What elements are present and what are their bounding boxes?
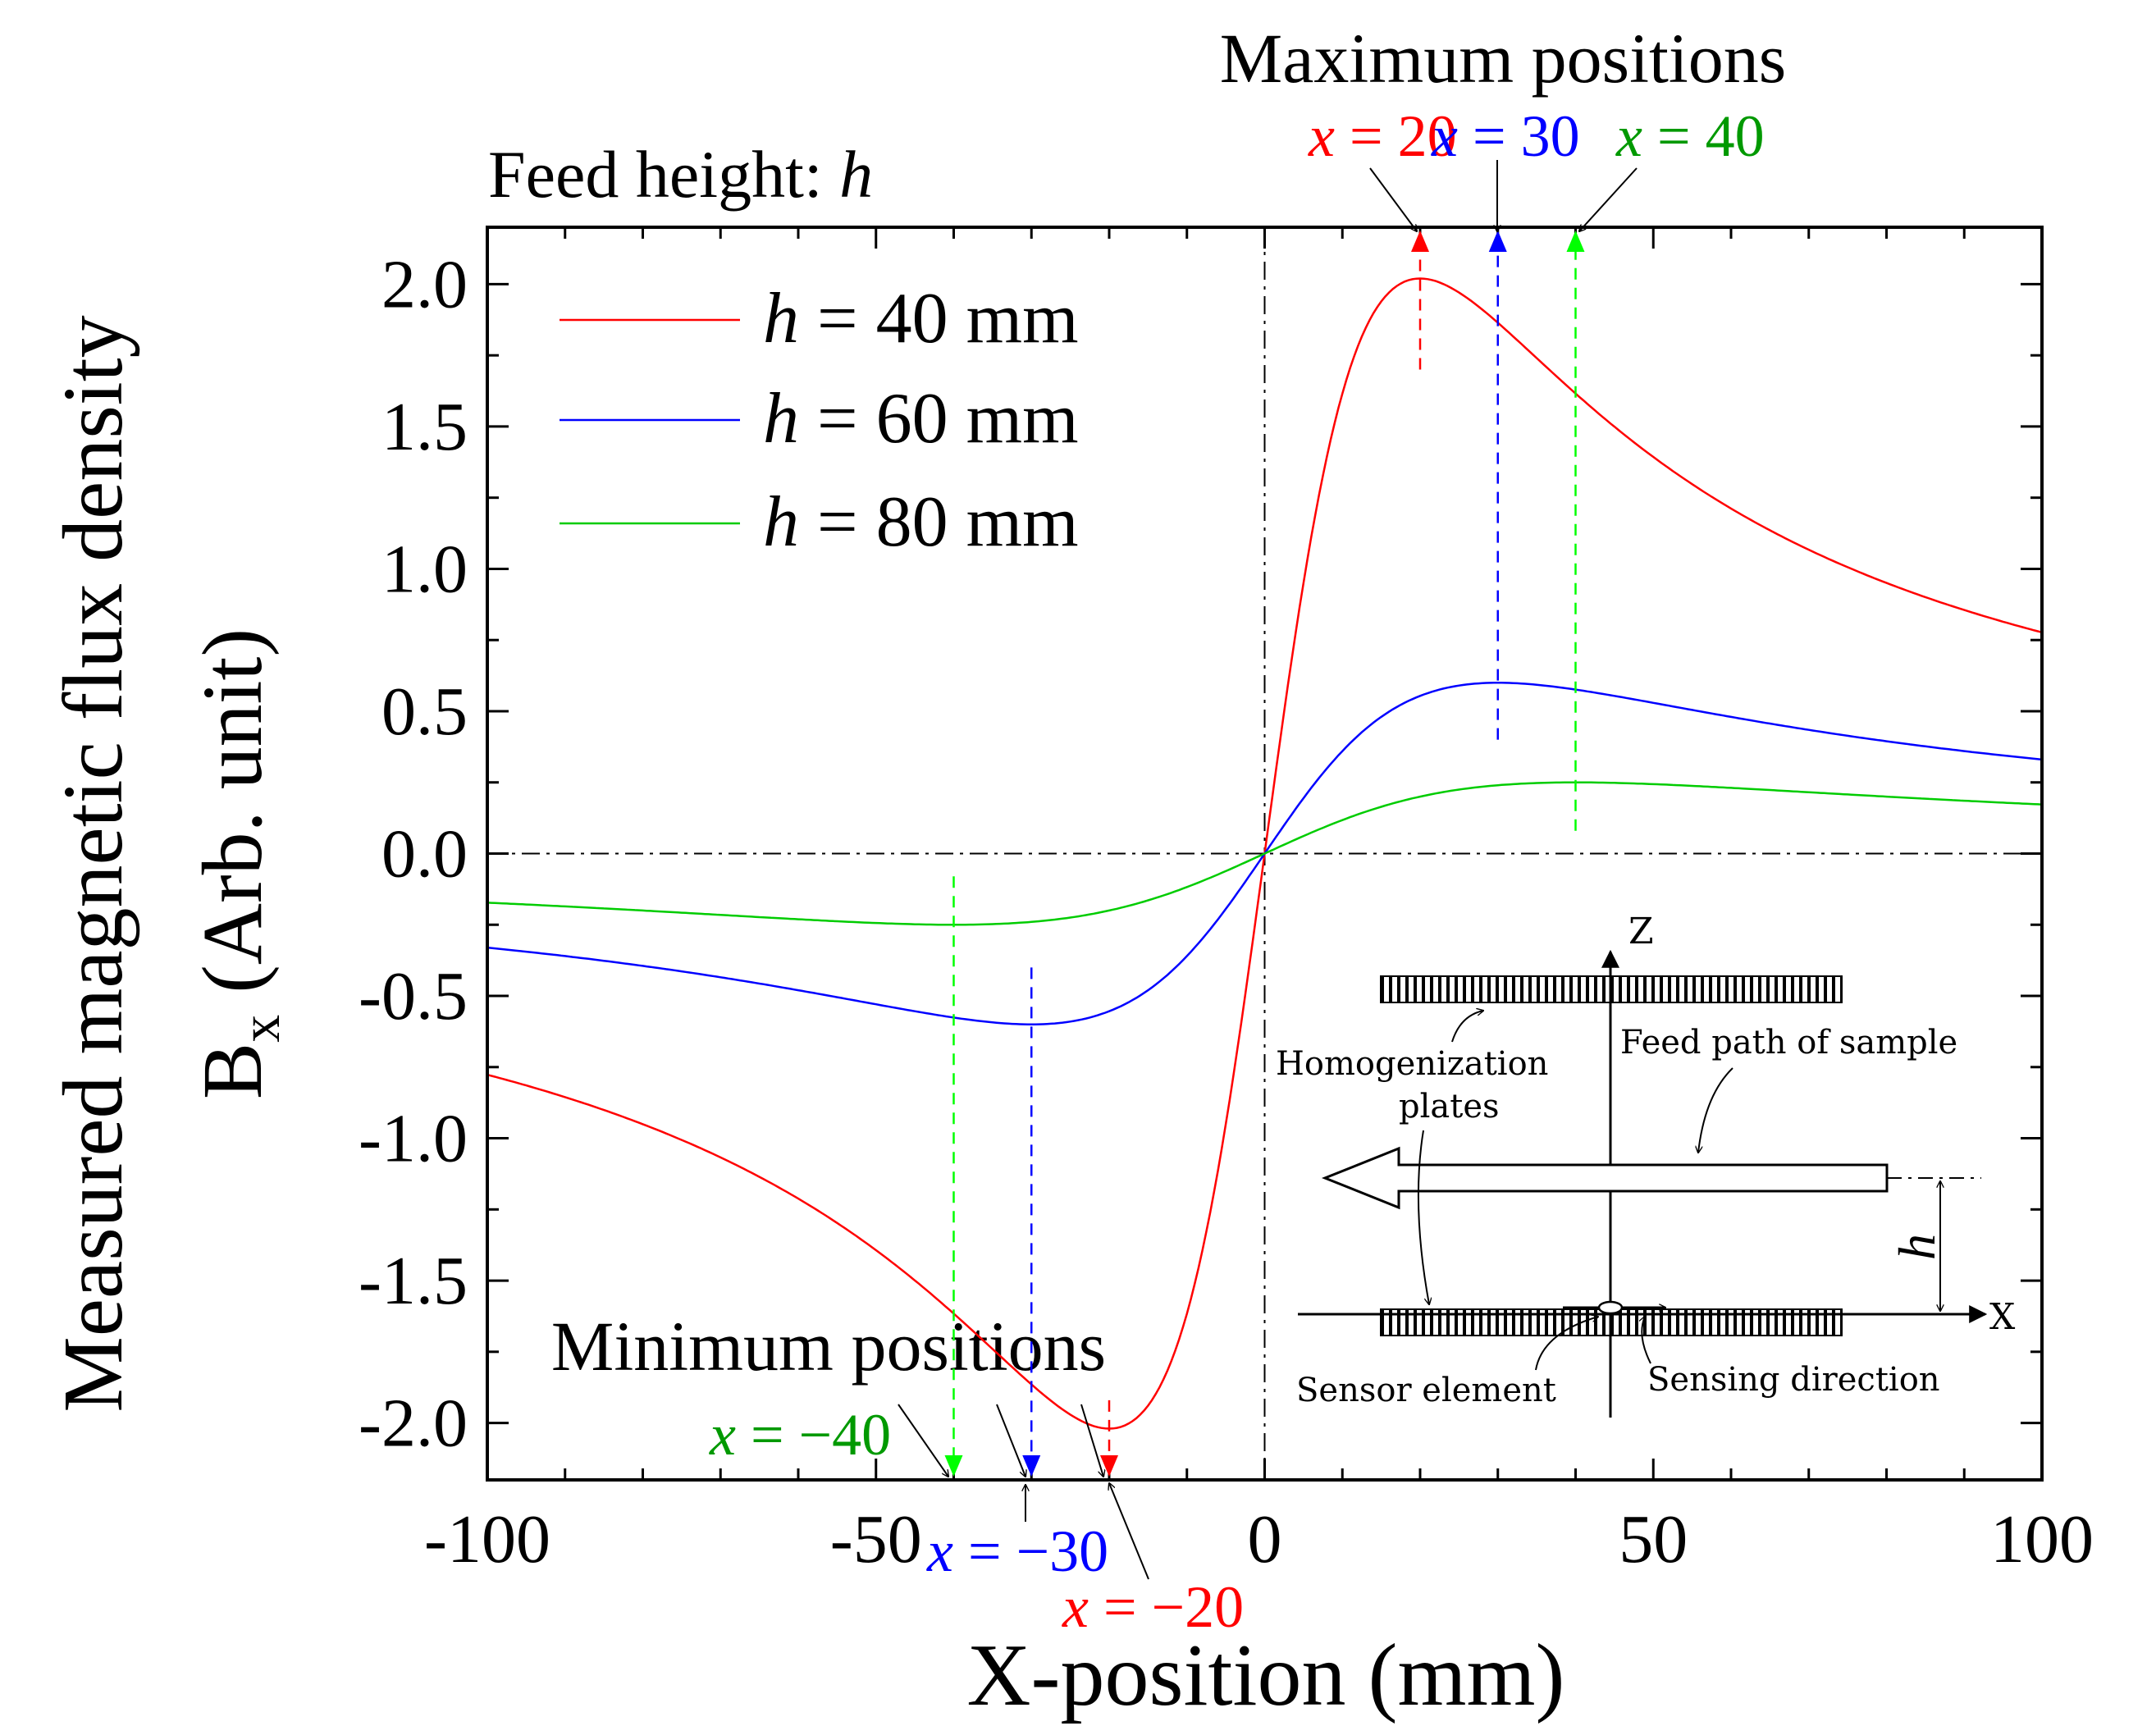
x-axis-inset-label: X (1989, 1296, 2016, 1338)
min-marker-arrow-x-30 (1022, 1455, 1041, 1477)
max-pointer-x20 (1369, 167, 1417, 231)
sample-feed-arrow (1321, 1146, 1889, 1210)
plot-frame (486, 226, 2044, 1482)
max-marker-arrow-x20 (1411, 231, 1429, 252)
max-label-x20-value: = 20 (1335, 103, 1457, 169)
min-label-x-30-value: = −30 (953, 1518, 1108, 1584)
min-marker-arrow-x-40 (944, 1455, 963, 1477)
max-marker-arrow-x30 (1488, 231, 1507, 252)
legend: h = 40 mm h = 60 mm h = 80 mm (560, 279, 1079, 562)
y-axis-label-line2: Bx (Arb. unit) (185, 628, 291, 1099)
y-tick-label: -0.5 (359, 958, 468, 1034)
legend-var-h40: h (763, 279, 799, 358)
sensing-direction-pointer (1642, 1317, 1651, 1364)
series-lines (486, 277, 2043, 1430)
max-label-x40-value: = 40 (1642, 103, 1765, 169)
y-tick-label: 0.0 (381, 816, 468, 893)
legend-label-h40: h = 40 mm (763, 279, 1079, 358)
max-label-x40: x = 40 (1615, 103, 1765, 169)
y-axis-symbol: B (185, 1043, 280, 1099)
y-axis-label-line1: Measured magnetic flux density (46, 315, 140, 1412)
legend-value-h60: = 60 mm (799, 379, 1079, 459)
z-axis-label: Z (1628, 911, 1654, 952)
feed-path-pointer (1698, 1067, 1733, 1153)
legend-label-h60: h = 60 mm (763, 379, 1079, 459)
feed-height-var: h (839, 137, 873, 212)
min-label-x-20-value: = −20 (1089, 1574, 1244, 1640)
min-label-x-20: x = −20 (1062, 1574, 1244, 1640)
min-pointer-x-30-a (996, 1404, 1025, 1477)
max-label-x30: x = 30 (1431, 103, 1580, 169)
min-pointer-x-40 (898, 1404, 948, 1477)
legend-value-h80: = 80 mm (799, 482, 1079, 562)
y-tick-label: -2.0 (359, 1386, 468, 1462)
sensor-element-pointer (1535, 1317, 1598, 1371)
min-pointer-x-20-a (1080, 1404, 1103, 1477)
legend-value-h40: = 40 mm (799, 279, 1079, 358)
min-label-x-30-var: x (926, 1518, 953, 1584)
max-pointer-x40 (1579, 167, 1638, 231)
min-label-x-40: x = −40 (709, 1402, 891, 1468)
homogenization-pointer-top (1451, 1011, 1483, 1043)
legend-var-h60: h (763, 379, 799, 459)
tick-labels: -100 -50 0 50 100 2.0 1.5 1.0 0.5 0.0 -0.5 -1.0 -1.5… (359, 246, 2094, 1578)
min-label-x-40-value: = −40 (736, 1402, 891, 1468)
y-tick-label: -1.5 (359, 1243, 468, 1319)
min-label-x-40-var: x (709, 1402, 736, 1468)
extremum-markers (944, 231, 1585, 1477)
max-label-x20-var: x (1308, 103, 1335, 169)
x-tick-label: 0 (1248, 1501, 1282, 1578)
feed-height-text: Feed height: (488, 137, 839, 212)
y-tick-label: 2.0 (381, 246, 468, 322)
max-marker-arrow-x40 (1566, 231, 1585, 252)
legend-label-h80: h = 80 mm (763, 482, 1079, 562)
max-label-x20: x = 20 (1308, 103, 1457, 169)
homogenization-label-line1: Homogenization (1276, 1045, 1548, 1083)
feed-height-label: Feed height: h (488, 137, 873, 212)
min-position-labels: x = −40 x = −30 x = −20 (709, 1402, 1244, 1640)
homogenization-pointer-bottom (1417, 1130, 1429, 1304)
min-label-x-30: x = −30 (926, 1518, 1108, 1584)
y-tick-label: 1.5 (381, 389, 468, 465)
min-marker-arrow-x-20 (1100, 1455, 1118, 1477)
x-tick-label: -50 (830, 1501, 922, 1578)
y-tick-label: -1.0 (359, 1101, 468, 1177)
legend-var-h80: h (763, 482, 799, 562)
y-tick-label: 0.5 (381, 674, 468, 750)
min-label-x-20-var: x (1062, 1574, 1089, 1640)
y-tick-label: 1.0 (381, 531, 468, 607)
sensing-direction-label: Sensing direction (1647, 1361, 1940, 1399)
max-position-labels: x = 20 x = 30 x = 40 (1308, 103, 1765, 231)
feed-path-label: Feed path of sample (1620, 1024, 1957, 1062)
x-tick-label: -100 (424, 1501, 550, 1578)
x-tick-label: 100 (1990, 1501, 2094, 1578)
x-axis-label: X-position (mm) (967, 1627, 1565, 1724)
y-axis-unit: (Arb. unit) (185, 628, 280, 1015)
x-tick-label: 50 (1619, 1501, 1688, 1578)
minimum-positions-title: Minimum positions (551, 1307, 1106, 1386)
max-label-x30-var: x (1431, 103, 1458, 169)
max-label-x40-var: x (1615, 103, 1642, 169)
h-dimension-label: h (1888, 1234, 1946, 1260)
homogenization-label-line2: plates (1399, 1088, 1500, 1126)
sensor-element-shape (1597, 1300, 1624, 1315)
y-axis-subscript: x (229, 1015, 291, 1043)
series-line-h80 (486, 781, 2043, 926)
maximum-positions-title: Maximum positions (1220, 19, 1786, 98)
sensor-element-label: Sensor element (1296, 1372, 1556, 1409)
max-label-x30-value: = 30 (1458, 103, 1580, 169)
min-pointer-x-20-b (1109, 1483, 1149, 1580)
inset-diagram: Z X h Homogenization plates Feed path of… (1276, 911, 2016, 1418)
